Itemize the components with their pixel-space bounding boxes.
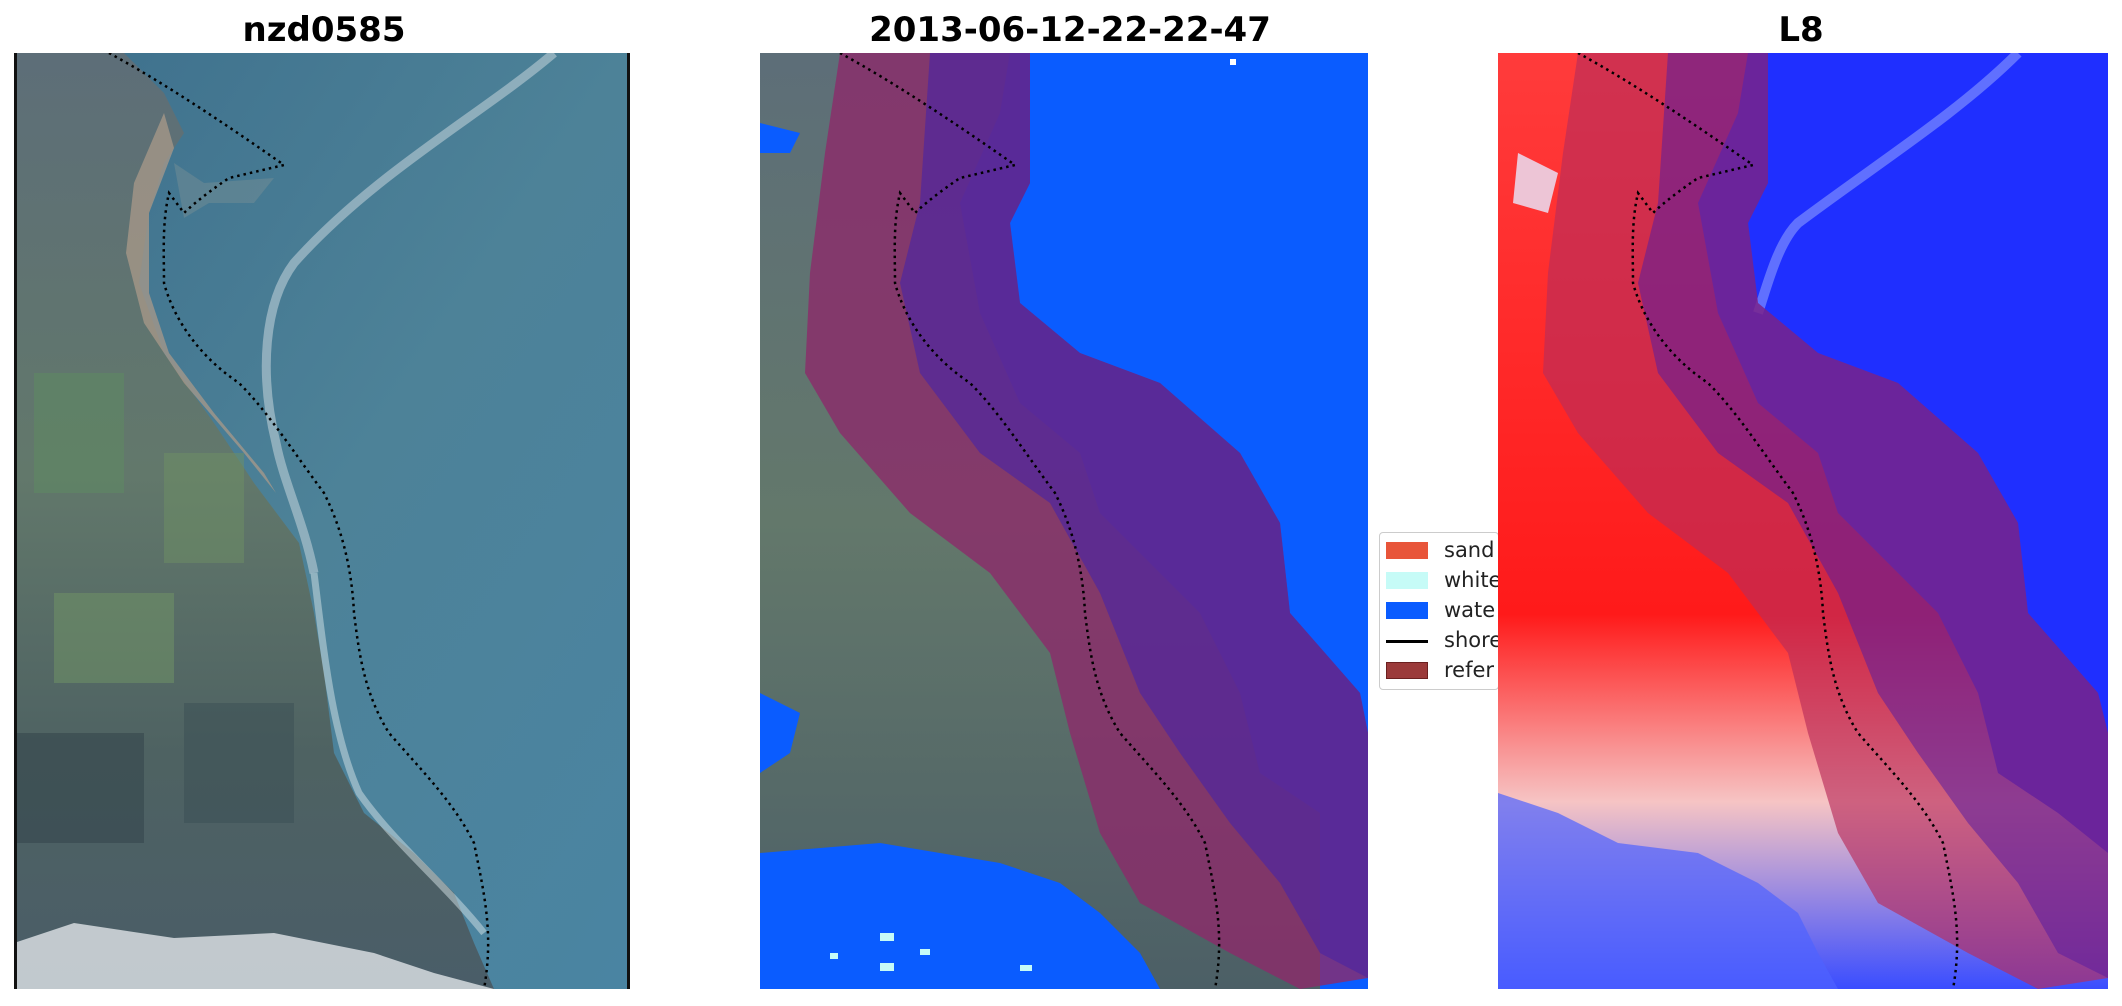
reference-swatch	[1386, 662, 1428, 679]
l8-index-image-panel	[1498, 53, 2108, 989]
panel-title-3: L8	[1778, 10, 1824, 50]
legend-item-sand: sand	[1380, 536, 1498, 564]
legend-label-reference: refer	[1444, 658, 1495, 682]
legend-item-shoreline: shore	[1380, 626, 1499, 654]
legend: sand white wate shore refer	[1379, 532, 1499, 690]
satellite-image-panel	[14, 53, 630, 989]
legend-label-sand: sand	[1444, 538, 1495, 562]
legend-item-white: white	[1380, 566, 1499, 594]
legend-item-water: wate	[1380, 596, 1498, 624]
legend-label-water: wate	[1444, 598, 1496, 622]
legend-label-shoreline: shore	[1444, 628, 1499, 652]
shoreline-line-swatch	[1386, 640, 1428, 643]
legend-item-reference: refer	[1380, 656, 1498, 684]
white-swatch	[1386, 572, 1428, 589]
panel-title-2: 2013-06-12-22-22-47	[869, 10, 1271, 50]
classification-image-panel	[760, 53, 1368, 989]
panel-title-1: nzd0585	[242, 10, 406, 50]
sand-swatch	[1386, 542, 1428, 559]
legend-label-white: white	[1444, 568, 1499, 592]
water-swatch	[1386, 602, 1428, 619]
